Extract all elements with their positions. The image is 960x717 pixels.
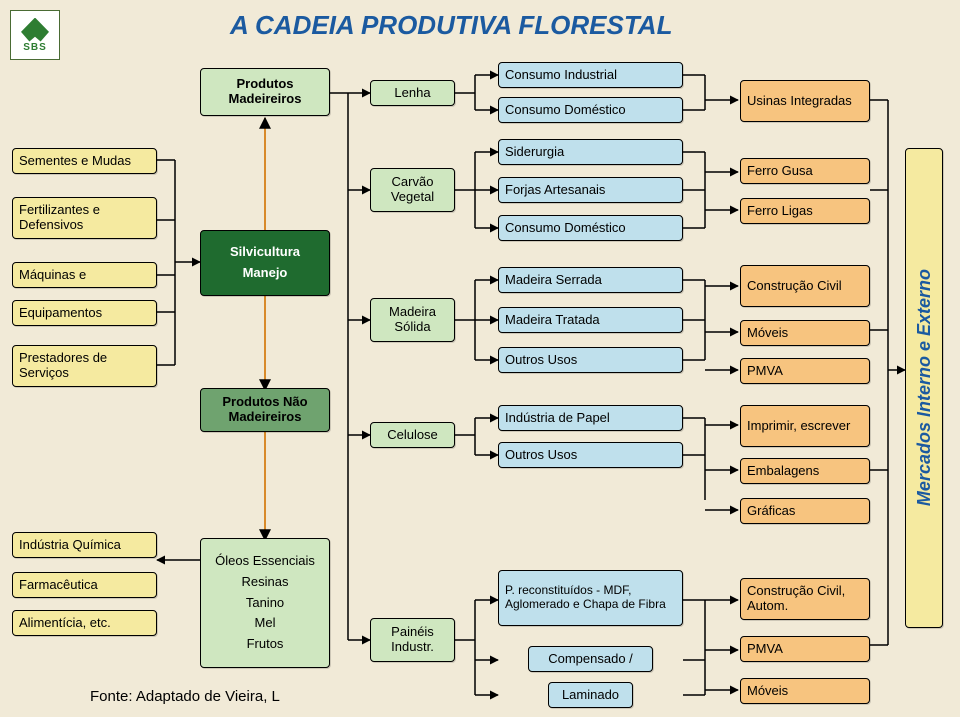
prod-pan-comp: Compensado / (528, 646, 653, 672)
prod-carvao-forj: Forjas Artesanais (498, 177, 683, 203)
proc-lenha: Lenha (370, 80, 455, 106)
nm-resinas: Resinas (242, 575, 289, 590)
silvicultura-manejo: Silvicultura Manejo (200, 230, 330, 296)
prod-mad-serr: Madeira Serrada (498, 267, 683, 293)
nm-mel: Mel (255, 616, 276, 631)
proc-paineis: Painéis Industr. (370, 618, 455, 662)
vertical-market-label: Mercados Interno e Externo (914, 269, 935, 506)
mkt-moveis: Móveis (740, 320, 870, 346)
mkt-ferro-gusa: Ferro Gusa (740, 158, 870, 184)
input-fertilizantes: Fertilizantes e Defensivos (12, 197, 157, 239)
mkt-pmva2: PMVA (740, 636, 870, 662)
proc-madeira: Madeira Sólida (370, 298, 455, 342)
silvicultura-label: Silvicultura (230, 245, 300, 260)
nm-oleos: Óleos Essenciais (215, 554, 315, 569)
input-quimica: Indústria Química (12, 532, 157, 558)
mkt-imprimir: Imprimir, escrever (740, 405, 870, 447)
prod-pan-lam: Laminado (548, 682, 633, 708)
prod-cel-out: Outros Usos (498, 442, 683, 468)
prod-cel-papel: Indústria de Papel (498, 405, 683, 431)
produtos-nao-madeireiros: Produtos Não Madeireiros (200, 388, 330, 432)
vertical-market-bar: Mercados Interno e Externo (905, 148, 943, 628)
prod-lenha-ind: Consumo Industrial (498, 62, 683, 88)
prod-mad-out: Outros Usos (498, 347, 683, 373)
proc-celulose: Celulose (370, 422, 455, 448)
input-alimenticia: Alimentícia, etc. (12, 610, 157, 636)
input-prestadores: Prestadores de Serviços (12, 345, 157, 387)
mkt-moveis2: Móveis (740, 678, 870, 704)
mkt-constr-civil: Construção Civil (740, 265, 870, 307)
nao-madeireiros-list: Óleos Essenciais Resinas Tanino Mel Frut… (200, 538, 330, 668)
mkt-embalagens: Embalagens (740, 458, 870, 484)
prod-mad-trat: Madeira Tratada (498, 307, 683, 333)
prod-lenha-dom: Consumo Doméstico (498, 97, 683, 123)
proc-carvao: Carvão Vegetal (370, 168, 455, 212)
produtos-madeireiros: Produtos Madeireiros (200, 68, 330, 116)
source-text: Fonte: Adaptado de Vieira, L (90, 688, 280, 705)
page-title: A CADEIA PRODUTIVA FLORESTAL (230, 10, 672, 41)
input-maquinas: Máquinas e (12, 262, 157, 288)
nm-tanino: Tanino (246, 596, 284, 611)
prod-carvao-sid: Siderurgia (498, 139, 683, 165)
mkt-usinas: Usinas Integradas (740, 80, 870, 122)
nm-frutos: Frutos (247, 637, 284, 652)
input-farmaceutica: Farmacêutica (12, 572, 157, 598)
logo-text: SBS (23, 42, 47, 53)
mkt-ferro-ligas: Ferro Ligas (740, 198, 870, 224)
input-equipamentos: Equipamentos (12, 300, 157, 326)
mkt-graficas: Gráficas (740, 498, 870, 524)
mkt-constr-autom: Construção Civil, Autom. (740, 578, 870, 620)
prod-pan-recon: P. reconstituídos - MDF, Aglomerado e Ch… (498, 570, 683, 626)
leaf-icon (21, 18, 49, 42)
manejo-label: Manejo (243, 266, 288, 281)
mkt-pmva: PMVA (740, 358, 870, 384)
prod-carvao-dom: Consumo Doméstico (498, 215, 683, 241)
input-sementes: Sementes e Mudas (12, 148, 157, 174)
sbs-logo: SBS (10, 10, 60, 60)
